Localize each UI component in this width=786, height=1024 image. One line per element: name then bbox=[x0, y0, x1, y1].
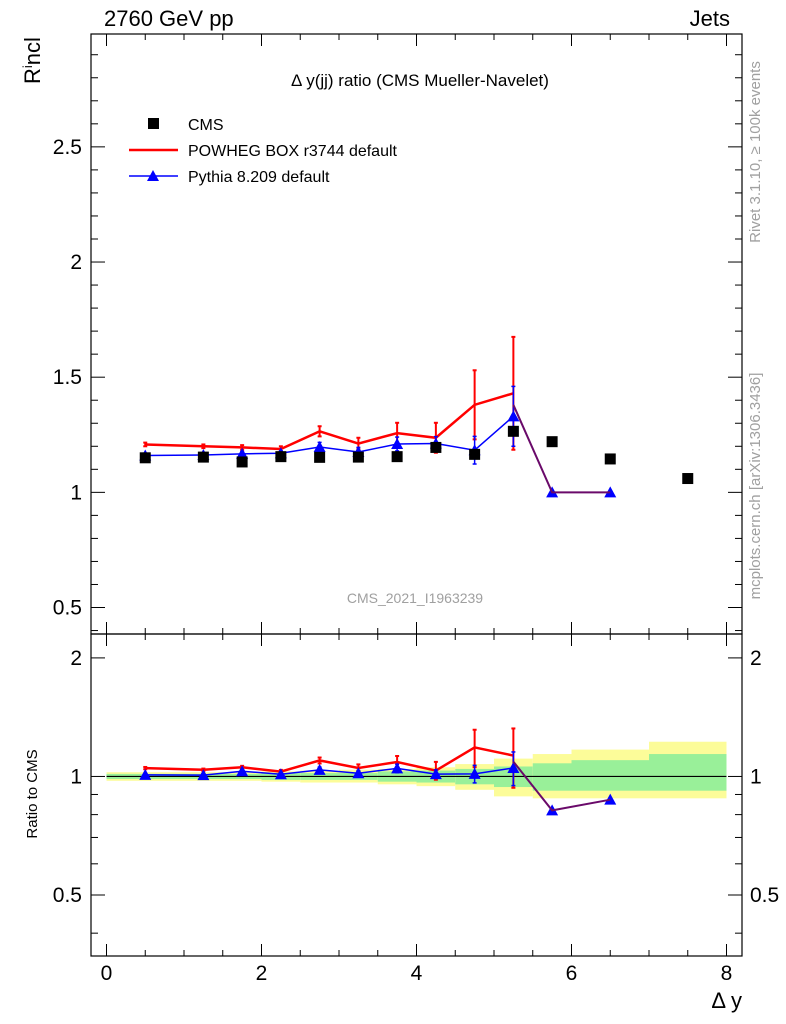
ratio-panel-frame: 0 2 4 6 8 0.5 0.5 1 1 2 2 bbox=[53, 633, 779, 985]
pythia-ratio-point bbox=[274, 768, 287, 780]
ratio-y-tick-label-right: 0.5 bbox=[750, 884, 779, 907]
legend-cms-marker bbox=[148, 118, 159, 129]
pythia-ratio-line bbox=[145, 767, 514, 776]
y-tick-label: 2.5 bbox=[53, 136, 82, 159]
pythia-point bbox=[313, 440, 326, 452]
cms-point bbox=[546, 436, 558, 448]
pythia-ratio-point bbox=[313, 763, 326, 775]
legend-pythia-marker bbox=[147, 170, 159, 181]
ratio-y-axis-label: Ratio to CMS bbox=[24, 749, 41, 838]
y-tick-label: 1.5 bbox=[53, 366, 82, 389]
mc-tail-line bbox=[512, 404, 611, 494]
pythia-ratio-point bbox=[139, 768, 152, 780]
mcplots-reference-label: mcplots.cern.ch [arXiv:1306.3436] bbox=[747, 373, 764, 600]
pythia-ratio-point bbox=[604, 793, 617, 805]
cms-point bbox=[469, 448, 481, 460]
cms-point bbox=[507, 425, 519, 437]
cms-point bbox=[275, 451, 287, 463]
category-label: Jets bbox=[689, 6, 730, 31]
cms-point bbox=[314, 451, 326, 463]
pythia-ratio-point bbox=[236, 765, 249, 777]
pythia-ratio-point bbox=[197, 769, 210, 781]
beam-label: 2760 GeV pp bbox=[104, 6, 234, 31]
pythia-ratio-point bbox=[352, 767, 365, 779]
x-axis-label: Δ y bbox=[711, 988, 742, 1013]
ratio-y-tick-label-right: 1 bbox=[750, 765, 762, 788]
legend-entry-label: POWHEG BOX r3744 default bbox=[188, 143, 398, 160]
y-axis-label-rest: ncl bbox=[20, 37, 45, 65]
legend: CMS POWHEG BOX r3744 default Pythia 8.209 … bbox=[129, 117, 398, 186]
y-axis-label: Rincl bbox=[20, 37, 45, 84]
cms-point bbox=[236, 456, 248, 468]
ratio-y-tick-label: 1 bbox=[70, 765, 82, 788]
cms-point bbox=[352, 451, 364, 463]
pythia-ratio-point bbox=[468, 767, 481, 779]
stat-uncertainty-band bbox=[649, 754, 727, 791]
ratio-y-tick-label: 2 bbox=[70, 647, 82, 670]
x-tick-label: 4 bbox=[411, 962, 423, 985]
cms-point bbox=[682, 473, 694, 485]
pythia-line bbox=[145, 415, 514, 457]
x-tick-label: 8 bbox=[721, 962, 733, 985]
cms-point bbox=[139, 452, 151, 464]
mc-tail-line bbox=[512, 761, 611, 812]
pythia-point bbox=[236, 447, 249, 459]
ratio-panel-marks bbox=[139, 727, 617, 816]
cms-point bbox=[604, 453, 616, 465]
ratio-y-tick-label: 0.5 bbox=[53, 884, 82, 907]
pythia-point bbox=[391, 437, 404, 449]
chart-title: Δ y(jj) ratio (CMS Mueller-Navelet) bbox=[291, 71, 549, 90]
rivet-version-label: Rivet 3.1.10, ≥ 100k events bbox=[747, 61, 764, 243]
cms-point bbox=[391, 451, 403, 463]
stat-uncertainty-band bbox=[571, 760, 649, 791]
cms-point bbox=[197, 451, 209, 463]
pythia-ratio-point bbox=[391, 762, 404, 774]
analysis-watermark: CMS_2021_I1963239 bbox=[347, 590, 483, 606]
main-panel-frame: 0.5 1 1.5 2 2.5 bbox=[53, 33, 743, 635]
pythia-ratio-point bbox=[429, 768, 442, 780]
y-tick-label: 1 bbox=[70, 481, 82, 504]
powheg-ratio-line bbox=[145, 746, 514, 773]
y-tick-label: 0.5 bbox=[53, 597, 82, 620]
x-tick-label: 6 bbox=[566, 962, 578, 985]
pythia-ratio-point bbox=[507, 761, 520, 773]
x-tick-label: 2 bbox=[256, 962, 268, 985]
pythia-point bbox=[507, 410, 520, 422]
powheg-line bbox=[145, 392, 514, 451]
y-tick-label: 2 bbox=[70, 251, 82, 274]
legend-entry-label: CMS bbox=[188, 117, 224, 134]
ratio-y-tick-label-right: 2 bbox=[750, 647, 762, 670]
y-axis-label-superscript: i bbox=[20, 65, 35, 68]
legend-entry-label: Pythia 8.209 default bbox=[188, 169, 330, 186]
x-tick-label: 0 bbox=[101, 962, 113, 985]
cms-point bbox=[430, 441, 442, 453]
main-panel-marks bbox=[139, 335, 694, 498]
